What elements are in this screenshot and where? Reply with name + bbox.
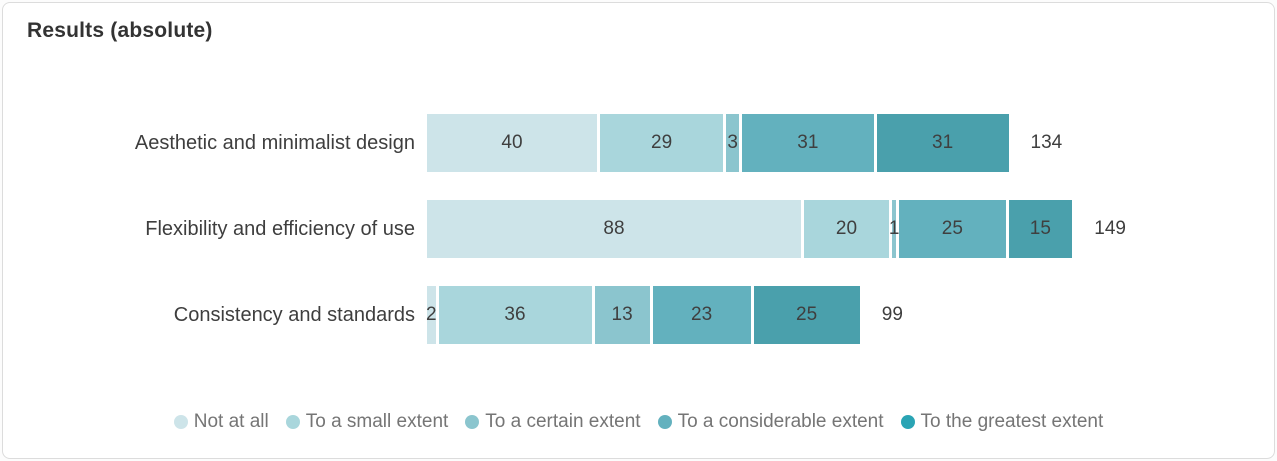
segment-value: 40	[501, 132, 523, 153]
legend-item[interactable]: To a certain extent	[465, 411, 641, 433]
legend-item[interactable]: To a considerable extent	[657, 411, 884, 433]
row-total: 99	[881, 304, 903, 325]
chart-row: Aesthetic and minimalist design 40 29 3 31 31…	[3, 114, 1274, 172]
legend-label: To a considerable extent	[677, 411, 884, 432]
row-total: 134	[1030, 132, 1063, 153]
segment-value: 20	[835, 218, 858, 239]
bar-segment[interactable]: 31	[742, 114, 874, 172]
legend-item[interactable]: To the greatest extent	[900, 411, 1104, 433]
segment-value: 31	[932, 132, 954, 153]
segment-value: 1	[888, 218, 900, 239]
bar-segment[interactable]: 2	[425, 286, 437, 344]
stacked-bar-chart: Aesthetic and minimalist design 40 29 3 31 31…	[3, 114, 1274, 372]
bar-segment[interactable]: 25	[899, 200, 1006, 258]
segment-value: 31	[797, 132, 819, 153]
legend-dot-icon	[900, 415, 915, 429]
legend-item[interactable]: Not at all	[173, 411, 269, 433]
bar-segment[interactable]: 25	[753, 286, 860, 344]
segment-value: 88	[603, 218, 625, 239]
chart-row: Flexibility and efficiency of use 88 20 1 25…	[3, 200, 1274, 258]
bar-segment[interactable]: 36	[438, 286, 592, 344]
segment-value: 15	[1029, 218, 1051, 239]
row-label: Consistency and standards	[173, 303, 415, 326]
legend-dot-icon	[657, 415, 672, 429]
bar-segment[interactable]: 29	[600, 114, 724, 172]
bar-segment[interactable]: 20	[804, 200, 889, 258]
bar-segment[interactable]: 15	[1008, 200, 1073, 258]
segment-value: 13	[611, 304, 633, 325]
page-title: Results (absolute)	[27, 19, 213, 42]
segment-value: 29	[651, 132, 673, 153]
bar-segment[interactable]: 13	[594, 286, 650, 344]
segment-value: 23	[691, 304, 713, 325]
legend-label: Not at all	[193, 411, 269, 432]
segment-value: 2	[425, 304, 437, 325]
bar-segment[interactable]: 40	[427, 114, 597, 172]
bar-segment[interactable]: 1	[889, 200, 899, 258]
bar-segment[interactable]: 31	[876, 114, 1009, 172]
legend-dot-icon	[173, 415, 188, 429]
segment-value: 25	[796, 304, 818, 325]
legend-dot-icon	[465, 415, 480, 429]
segment-value: 3	[727, 132, 738, 153]
stacked-bar: 2 36 13 23 25	[425, 286, 860, 344]
bar-segment[interactable]: 3	[726, 114, 739, 172]
legend-dot-icon	[285, 415, 300, 429]
legend-label: To the greatest extent	[920, 411, 1104, 432]
row-label: Flexibility and efficiency of use	[145, 217, 415, 240]
row-total: 149	[1094, 218, 1126, 239]
segment-value: 36	[504, 304, 526, 325]
bar-segment[interactable]: 23	[652, 286, 751, 344]
legend-label: To a small extent	[305, 411, 449, 432]
chart-row: Consistency and standards 2 36 13 23 25 99	[3, 286, 1274, 344]
stacked-bar: 40 29 3 31 31	[427, 114, 1009, 172]
stacked-bar: 88 20 1 25 15	[427, 200, 1073, 258]
bar-segment[interactable]: 88	[427, 200, 801, 258]
legend-label: To a certain extent	[485, 411, 641, 432]
legend: Not at all To a small extent To a certain …	[3, 411, 1274, 433]
row-label: Aesthetic and minimalist design	[134, 131, 415, 154]
segment-value: 25	[941, 218, 963, 239]
legend-item[interactable]: To a small extent	[285, 411, 449, 433]
